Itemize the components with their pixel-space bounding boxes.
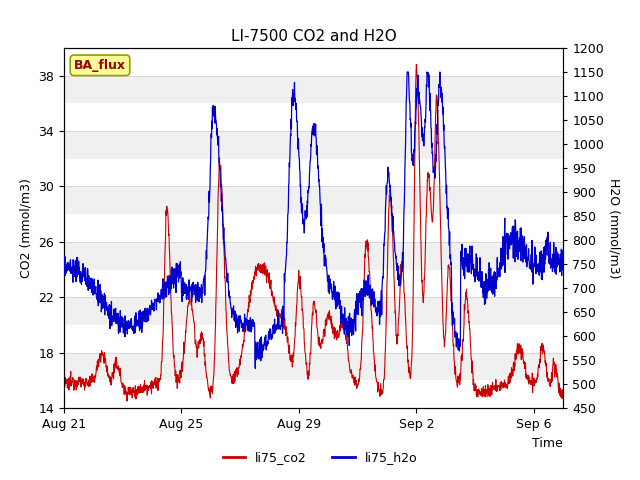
Bar: [64, 297, 563, 325]
Bar: [64, 76, 563, 103]
Text: BA_flux: BA_flux: [74, 59, 126, 72]
Text: Time: Time: [532, 437, 563, 450]
Legend: li75_co2, li75_h2o: li75_co2, li75_h2o: [218, 446, 422, 469]
Bar: [64, 353, 563, 380]
Bar: [64, 242, 563, 270]
Y-axis label: H2O (mmol/m3): H2O (mmol/m3): [608, 178, 621, 278]
Bar: [64, 131, 563, 159]
Title: LI-7500 CO2 and H2O: LI-7500 CO2 and H2O: [231, 29, 396, 44]
Y-axis label: CO2 (mmol/m3): CO2 (mmol/m3): [20, 178, 33, 278]
Bar: [64, 186, 563, 214]
